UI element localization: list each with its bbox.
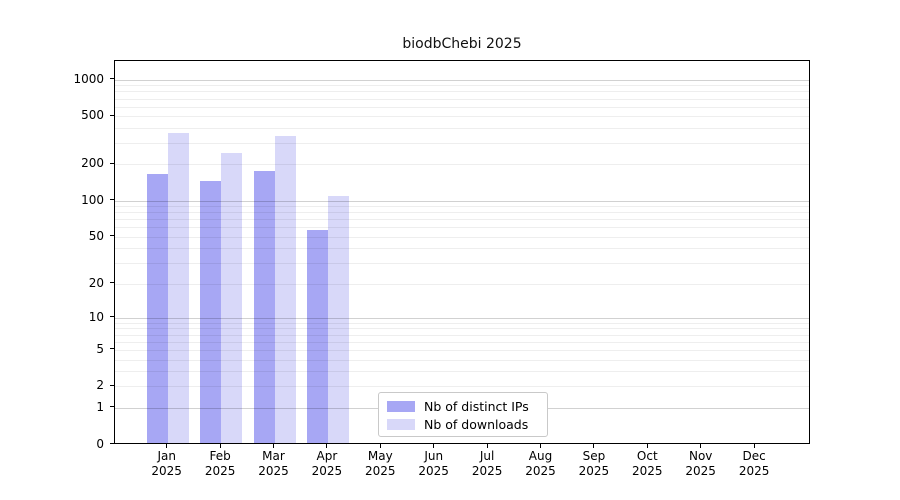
minor-gridline-200 bbox=[115, 164, 809, 166]
x-tick-label-jul: Jul 2025 bbox=[471, 449, 503, 478]
y-tick-label-200: 200 bbox=[81, 156, 104, 171]
minor-gridline-900 bbox=[115, 85, 809, 87]
y-tick-mark-2 bbox=[110, 384, 114, 386]
minor-gridline-700 bbox=[115, 98, 809, 100]
x-tick-label-feb: Feb 2025 bbox=[204, 449, 236, 478]
x-tick-mark-jun bbox=[433, 444, 435, 448]
x-tick-label-mar: Mar 2025 bbox=[258, 449, 289, 478]
legend-swatch-downloads bbox=[387, 419, 415, 430]
x-tick-mark-dec bbox=[753, 444, 755, 448]
bar-nb-of-distinct-ips-jan bbox=[146, 174, 168, 443]
minor-gridline-90 bbox=[115, 206, 809, 208]
x-tick-label-nov: Nov 2025 bbox=[685, 449, 716, 478]
minor-gridline-60 bbox=[115, 227, 809, 229]
x-tick-mark-mar bbox=[273, 444, 274, 448]
x-tick-mark-aug bbox=[540, 444, 541, 448]
minor-gridline-7 bbox=[115, 334, 809, 336]
y-tick-label-0: 0 bbox=[96, 436, 104, 451]
x-tick-mark-may bbox=[379, 444, 381, 448]
y-tick-label-2: 2 bbox=[96, 378, 104, 393]
major-gridline-100 bbox=[115, 200, 809, 202]
minor-gridline-300 bbox=[115, 143, 809, 145]
minor-gridline-70 bbox=[115, 219, 809, 221]
x-tick-label-oct: Oct 2025 bbox=[632, 449, 663, 478]
bar-nb-of-downloads-apr bbox=[327, 196, 349, 443]
minor-gridline-40 bbox=[115, 248, 809, 250]
x-tick-mark-jan bbox=[166, 444, 168, 448]
legend-item-distinct-ips: Nb of distinct IPs bbox=[387, 398, 547, 415]
y-tick-mark-200 bbox=[110, 162, 114, 164]
bar-nb-of-downloads-feb bbox=[221, 152, 243, 443]
minor-gridline-6 bbox=[115, 341, 809, 343]
legend-item-downloads: Nb of downloads bbox=[387, 416, 547, 433]
bar-nb-of-downloads-jan bbox=[167, 133, 189, 443]
x-tick-label-sep: Sep 2025 bbox=[578, 449, 610, 478]
chart-title: biodbChebi 2025 bbox=[402, 36, 522, 52]
minor-gridline-20 bbox=[115, 283, 809, 285]
bar-nb-of-distinct-ips-apr bbox=[306, 229, 328, 443]
y-tick-mark-500 bbox=[110, 114, 114, 116]
x-tick-label-jun: Jun 2025 bbox=[418, 449, 449, 478]
y-tick-mark-1 bbox=[110, 406, 114, 408]
y-tick-label-500: 500 bbox=[81, 108, 104, 123]
x-tick-label-dec: Dec 2025 bbox=[738, 449, 770, 478]
x-tick-mark-sep bbox=[593, 444, 595, 448]
plot-area bbox=[114, 60, 810, 444]
bar-nb-of-distinct-ips-mar bbox=[253, 171, 275, 443]
minor-gridline-5 bbox=[115, 349, 809, 351]
legend-label-downloads: Nb of downloads bbox=[424, 417, 529, 432]
minor-gridline-2 bbox=[115, 386, 809, 388]
minor-gridline-800 bbox=[115, 91, 809, 93]
x-tick-label-aug: Aug 2025 bbox=[525, 449, 556, 478]
x-tick-mark-apr bbox=[326, 444, 328, 448]
bar-nb-of-downloads-mar bbox=[274, 136, 296, 443]
y-tick-label-20: 20 bbox=[88, 275, 104, 290]
y-tick-mark-0 bbox=[110, 443, 114, 444]
y-tick-label-50: 50 bbox=[88, 228, 104, 243]
y-tick-mark-20 bbox=[110, 282, 114, 284]
x-tick-label-may: May 2025 bbox=[365, 449, 396, 478]
y-tick-label-1: 1 bbox=[96, 399, 104, 414]
legend-swatch-distinct-ips bbox=[387, 401, 415, 412]
y-tick-mark-10 bbox=[110, 316, 114, 318]
legend: Nb of distinct IPs Nb of downloads bbox=[378, 392, 548, 437]
major-gridline-10 bbox=[115, 317, 809, 319]
x-tick-mark-feb bbox=[219, 444, 221, 448]
minor-gridline-400 bbox=[115, 128, 809, 129]
minor-gridline-600 bbox=[115, 106, 809, 108]
minor-gridline-9 bbox=[115, 322, 809, 324]
y-tick-mark-1000 bbox=[110, 78, 114, 80]
major-gridline-1000 bbox=[115, 79, 809, 81]
minor-gridline-8 bbox=[115, 328, 809, 330]
x-tick-label-jan: Jan 2025 bbox=[151, 449, 182, 478]
y-tick-label-100: 100 bbox=[81, 192, 104, 207]
minor-gridline-3 bbox=[115, 371, 809, 373]
y-tick-label-10: 10 bbox=[88, 309, 104, 324]
minor-gridline-500 bbox=[115, 116, 809, 118]
minor-gridline-80 bbox=[115, 212, 809, 214]
y-tick-mark-5 bbox=[110, 348, 114, 350]
y-tick-mark-100 bbox=[110, 199, 114, 201]
y-tick-label-5: 5 bbox=[96, 341, 104, 356]
minor-gridline-4 bbox=[115, 359, 809, 361]
bar-nb-of-distinct-ips-feb bbox=[200, 181, 222, 443]
y-tick-label-1000: 1000 bbox=[73, 71, 104, 86]
minor-gridline-50 bbox=[115, 236, 809, 238]
y-tick-mark-50 bbox=[110, 235, 114, 237]
x-tick-label-apr: Apr 2025 bbox=[311, 449, 343, 478]
x-tick-mark-nov bbox=[700, 444, 702, 448]
x-tick-mark-oct bbox=[646, 444, 648, 448]
legend-label-distinct-ips: Nb of distinct IPs bbox=[424, 399, 529, 414]
x-tick-mark-jul bbox=[486, 444, 488, 448]
minor-gridline-30 bbox=[115, 263, 809, 265]
